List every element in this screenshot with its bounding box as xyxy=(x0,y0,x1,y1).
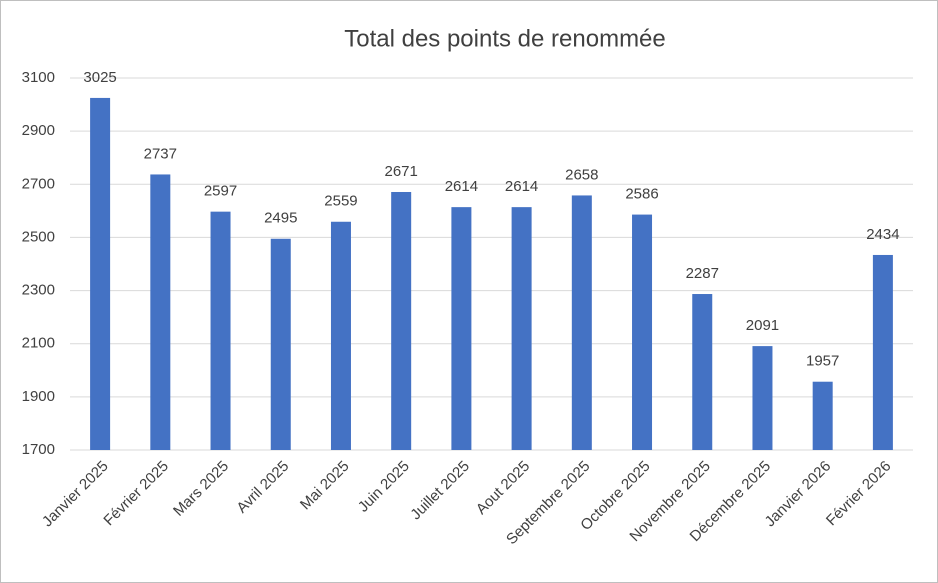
data-label: 2737 xyxy=(144,145,177,162)
data-label: 1957 xyxy=(806,353,839,370)
bar xyxy=(90,97,111,450)
bar xyxy=(632,214,653,450)
data-label: 2658 xyxy=(565,166,598,183)
data-label: 3025 xyxy=(83,69,116,86)
bar xyxy=(812,381,833,450)
data-label: 2586 xyxy=(625,186,658,203)
bar xyxy=(511,207,532,450)
data-label: 2559 xyxy=(324,193,357,210)
y-tick-label: 2900 xyxy=(22,122,55,139)
bar xyxy=(752,346,773,450)
bar xyxy=(150,174,171,450)
y-tick-label: 2100 xyxy=(22,335,55,352)
bar xyxy=(210,211,231,450)
bar xyxy=(692,294,713,450)
y-tick-label: 2700 xyxy=(22,175,55,192)
y-tick-label: 3100 xyxy=(22,69,55,86)
data-label: 2495 xyxy=(264,210,297,227)
bar xyxy=(391,191,412,450)
data-label: 2614 xyxy=(505,178,538,195)
bar xyxy=(872,254,893,450)
data-label: 2287 xyxy=(686,265,719,282)
y-tick-label: 1700 xyxy=(22,441,55,458)
y-tick-label: 1900 xyxy=(22,388,55,405)
data-label: 2091 xyxy=(746,317,779,334)
bar xyxy=(330,221,351,450)
data-label: 2671 xyxy=(384,163,417,180)
chart-title: Total des points de renommée xyxy=(344,25,666,52)
bar xyxy=(571,195,592,450)
data-label: 2597 xyxy=(204,183,237,200)
bar xyxy=(270,238,291,450)
bar xyxy=(451,207,472,450)
y-tick-label: 2500 xyxy=(22,228,55,245)
data-label: 2614 xyxy=(445,178,478,195)
y-tick-label: 2300 xyxy=(22,282,55,299)
data-label: 2434 xyxy=(866,226,899,243)
